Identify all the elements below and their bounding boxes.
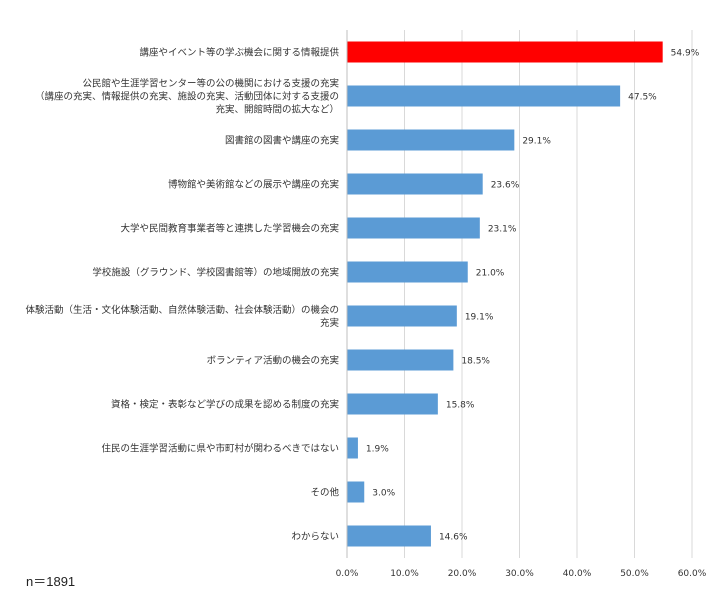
sample-size-note: n＝1891: [26, 574, 76, 589]
value-label: 18.5%: [461, 357, 490, 367]
category-label-line: 大学や民間教育事業者等と連携した学習機会の充実: [120, 223, 339, 235]
bar: [347, 173, 483, 195]
category-label-line: 図書館の図書や講座の充実: [225, 135, 340, 147]
value-label: 21.0%: [476, 269, 505, 279]
bar: [347, 349, 454, 371]
category-label-line: 体験活動（生活・文化体験活動、自然体験活動、社会体験活動）の機会の: [25, 304, 339, 316]
category-label-line: 住民の生涯学習活動に県や市町村が関わるべきではない: [101, 443, 339, 455]
bar: [347, 393, 438, 415]
category-label-line: （講座の充実、情報提供の充実、施設の充実、活動団体に対する支援の: [35, 91, 339, 103]
bar: [347, 129, 515, 151]
category-label: ボランティア活動の機会の充実: [207, 355, 340, 367]
category-label-line: 充実: [320, 317, 340, 329]
bar: [347, 217, 480, 239]
value-label: 1.9%: [366, 445, 389, 455]
value-label: 3.0%: [372, 489, 395, 499]
category-label-line: 資格・検定・表彰など学びの成果を認める制度の充実: [111, 399, 340, 411]
value-label: 29.1%: [522, 137, 551, 147]
bar: [347, 481, 365, 503]
category-label-line: わからない: [291, 532, 339, 543]
bar: [347, 85, 621, 107]
category-label: 学校施設（グラウンド、学校図書館等）の地域開放の充実: [92, 267, 339, 279]
category-label: 資格・検定・表彰など学びの成果を認める制度の充実: [111, 399, 340, 411]
bar: [347, 261, 468, 283]
x-tick-label: 60.0%: [678, 569, 707, 579]
category-label-line: 充実、開館時間の拡大など）: [215, 104, 339, 116]
x-tick-label: 20.0%: [448, 569, 477, 579]
category-label: 博物館や美術館などの展示や講座の充実: [168, 179, 340, 191]
category-label: わからない: [291, 532, 339, 543]
x-tick-label: 30.0%: [505, 569, 534, 579]
bar: [347, 525, 431, 547]
value-label: 23.1%: [488, 225, 517, 235]
category-label: 公民館や生涯学習センター等の公の機関における支援の充実（講座の充実、情報提供の充…: [35, 78, 340, 116]
category-label: 体験活動（生活・文化体験活動、自然体験活動、社会体験活動）の機会の充実: [25, 304, 339, 329]
x-tick-label: 0.0%: [336, 569, 359, 579]
category-label-line: その他: [310, 487, 339, 499]
value-label: 14.6%: [439, 533, 468, 543]
value-label: 19.1%: [465, 313, 494, 323]
bar: [347, 41, 663, 63]
value-label: 23.6%: [491, 181, 520, 191]
value-label: 54.9%: [671, 49, 700, 59]
value-label: 47.5%: [628, 93, 657, 103]
category-label-line: 学校施設（グラウンド、学校図書館等）の地域開放の充実: [92, 267, 339, 279]
category-label-line: ボランティア活動の機会の充実: [207, 355, 340, 367]
category-label: 講座やイベント等の学ぶ機会に関する情報提供: [139, 47, 339, 59]
category-label: その他: [310, 487, 339, 499]
category-label: 大学や民間教育事業者等と連携した学習機会の充実: [120, 223, 339, 235]
value-label: 15.8%: [446, 401, 475, 411]
category-label-line: 博物館や美術館などの展示や講座の充実: [168, 179, 340, 191]
bar: [347, 437, 358, 459]
x-tick-label: 10.0%: [390, 569, 419, 579]
x-tick-label: 40.0%: [563, 569, 592, 579]
category-label: 住民の生涯学習活動に県や市町村が関わるべきではない: [101, 443, 339, 455]
x-tick-label: 50.0%: [620, 569, 649, 579]
category-label-line: 講座やイベント等の学ぶ機会に関する情報提供: [139, 47, 339, 59]
category-label-line: 公民館や生涯学習センター等の公の機関における支援の充実: [82, 78, 339, 90]
category-label: 図書館の図書や講座の充実: [225, 135, 340, 147]
bar: [347, 305, 457, 327]
